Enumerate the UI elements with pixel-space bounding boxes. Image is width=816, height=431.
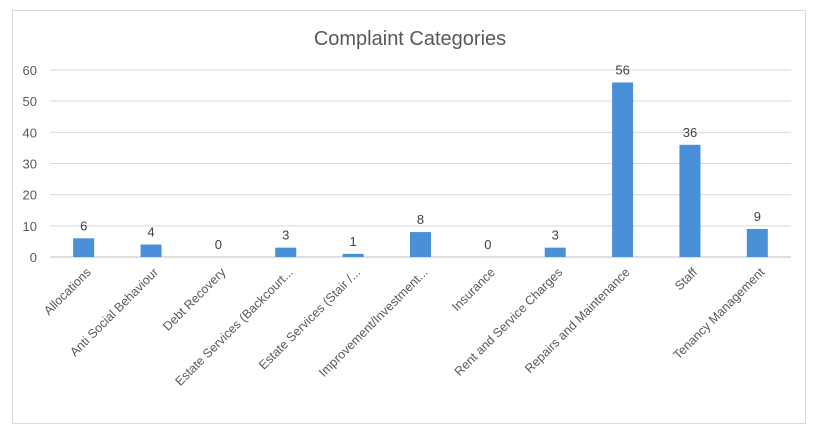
data-label: 56 (615, 62, 629, 77)
data-label: 3 (282, 228, 289, 243)
bar (746, 228, 768, 257)
x-tick-label: Improvement/Investment... (316, 265, 431, 380)
bar (544, 247, 566, 257)
x-tick-label: Rent and Service Charges (452, 265, 566, 379)
bar (679, 144, 701, 257)
data-label: 6 (80, 218, 87, 233)
bar (342, 253, 364, 257)
bars (73, 82, 768, 257)
data-label: 4 (147, 225, 154, 240)
bar (410, 232, 431, 257)
bar (612, 82, 634, 257)
y-tick-label: 50 (23, 94, 37, 109)
y-tick-label: 20 (23, 188, 37, 203)
chart-area (12, 10, 806, 424)
gridlines (50, 69, 791, 258)
x-tick-label: Estate Services (Backcourt... (173, 265, 296, 388)
chart-title: Complaint Categories (314, 28, 506, 50)
bar (275, 247, 297, 257)
data-label: 9 (754, 209, 761, 224)
y-tick-label: 30 (23, 157, 37, 172)
bar (140, 244, 162, 257)
data-label: 0 (484, 237, 491, 252)
data-label: 3 (552, 228, 559, 243)
data-labels: 6 4 0 3 1 8 0 3 56 36 9 (80, 62, 761, 252)
x-tick-label: Debt Recovery (160, 265, 229, 334)
x-tick-label: Allocations (41, 265, 94, 318)
data-label: 36 (683, 125, 697, 140)
x-tick-label: Insurance (449, 265, 498, 314)
x-tick-label: Staff (672, 265, 700, 293)
data-label: 8 (417, 212, 424, 227)
data-label: 1 (350, 234, 357, 249)
y-tick-label: 10 (23, 219, 37, 234)
y-tick-label: 60 (23, 63, 37, 78)
y-axis-ticks: 0 10 20 30 40 50 60 (23, 63, 37, 265)
y-tick-label: 0 (30, 250, 37, 265)
y-tick-label: 40 (23, 125, 37, 140)
bar (73, 238, 95, 257)
data-label: 0 (215, 237, 222, 252)
